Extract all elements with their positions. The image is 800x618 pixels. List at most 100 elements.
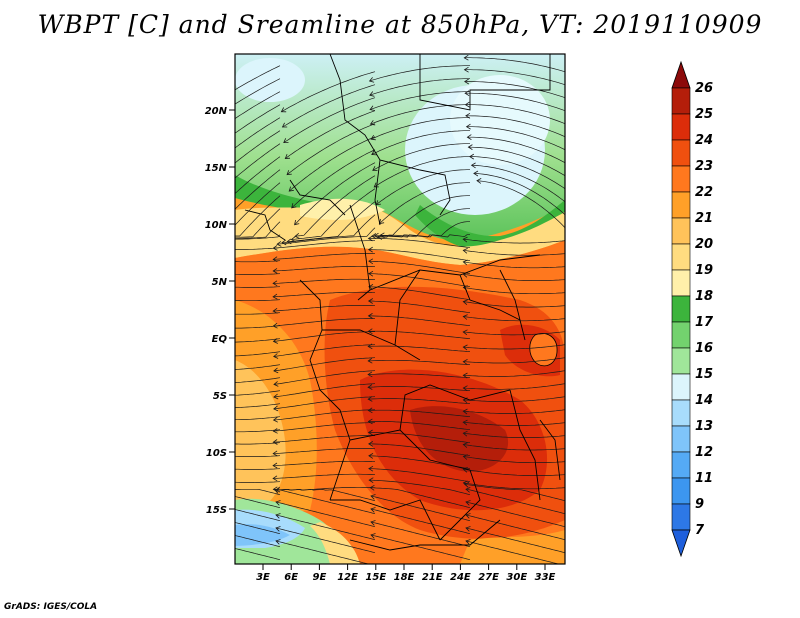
streamline (235, 325, 281, 329)
streamline-arrow (291, 203, 297, 209)
streamline (465, 92, 565, 112)
colorbar-segment (671, 503, 691, 531)
streamline (235, 156, 281, 194)
colorbar: 7 9 11 12 13 14 15 16 17 18 19 20 21 22 23 24 25 26 (671, 60, 714, 558)
streamline-arrow (190, 230, 195, 235)
streamline (473, 173, 565, 215)
chart-title: WBPT [C] and Sreamline at 850hPa, VT: 20… (37, 10, 763, 39)
colorbar-segment (671, 425, 691, 453)
lon-tick-label: 12E (337, 572, 358, 583)
streamline (370, 117, 470, 140)
streamline-arrow (178, 403, 182, 408)
lat-tick-label: EQ (212, 334, 228, 345)
grads-credit: GrADS: IGES/COLA (4, 602, 98, 612)
streamline-arrow (368, 258, 374, 265)
streamline-arrow (367, 298, 374, 304)
streamline (465, 104, 565, 125)
streamline-arrow (272, 428, 278, 434)
streamline (380, 195, 470, 236)
streamline (463, 482, 565, 490)
lat-tick-label: 15N (205, 163, 228, 174)
streamline (368, 330, 471, 340)
streamline (369, 91, 470, 110)
colorbar-label: 7 (695, 523, 705, 538)
streamline (273, 291, 376, 298)
streamline-arrow (371, 150, 377, 156)
streamline (288, 136, 376, 192)
streamline-arrow (273, 353, 279, 359)
streamline (235, 403, 281, 408)
streamline (235, 377, 281, 383)
streamline-arrow (178, 366, 182, 371)
longitude-axis: 3E 6E 9E 12E 15E 18E 21E 24E 27E 30E 33E (256, 564, 556, 583)
streamline-arrow (178, 380, 182, 385)
streamline-arrow (178, 307, 182, 312)
streamline (368, 373, 471, 379)
country-borders (244, 54, 561, 551)
streamline (466, 126, 565, 151)
lon-tick-label: 30E (506, 572, 527, 583)
colorbar-segment (671, 399, 691, 427)
colorbar-segment (671, 139, 691, 167)
streamline-arrow (185, 233, 189, 238)
streamline (235, 522, 281, 535)
streamline-arrow (367, 343, 373, 350)
colorbar-bottom-arrow (671, 529, 691, 558)
colorbar-label: 17 (695, 315, 714, 330)
streamline (235, 489, 281, 496)
streamline (273, 318, 376, 327)
streamline (469, 156, 565, 189)
streamline-arrow (466, 134, 472, 140)
streamline (235, 468, 281, 470)
colorbar-label: 12 (695, 445, 713, 460)
colorbar-segment (671, 217, 691, 245)
colorbar-label: 24 (695, 133, 713, 148)
streamline-arrow (367, 235, 373, 242)
streamline (273, 460, 376, 466)
streamline-arrow (280, 107, 287, 113)
streamline (273, 305, 376, 312)
streamline-arrow (467, 144, 473, 150)
map-frame (234, 53, 566, 565)
streamline-arrow (463, 482, 470, 488)
streamline (283, 97, 376, 143)
streamline (463, 456, 565, 464)
streamline-arrow (373, 232, 379, 239)
streamline (471, 164, 565, 202)
colorbar-label: 18 (695, 289, 713, 304)
streamline-arrow (367, 429, 373, 436)
streamline (468, 146, 565, 177)
streamline-arrow (367, 384, 373, 390)
streamline (463, 261, 565, 269)
streamline (368, 315, 471, 327)
streamline (235, 429, 281, 433)
streamline (285, 110, 376, 159)
streamline-arrow (469, 153, 475, 160)
streamline (235, 338, 281, 343)
streamline (277, 227, 376, 245)
streamline (295, 175, 376, 237)
streamline (235, 496, 281, 509)
streamline (235, 442, 281, 445)
streamline (368, 398, 471, 405)
streamline (368, 273, 471, 288)
streamline (372, 143, 470, 171)
streamline-arrow (192, 113, 197, 117)
lon-tick-label: 9E (313, 572, 327, 583)
streamline (273, 383, 376, 398)
streamline (235, 390, 281, 396)
streamline-arrow (464, 101, 470, 108)
colorbar-segment (671, 347, 691, 375)
lat-tick-label: 15S (206, 505, 227, 516)
streamline-arrow (273, 405, 279, 412)
colorbar-label: 14 (695, 393, 713, 408)
streamline (368, 260, 471, 275)
streamline-arrow (462, 299, 468, 306)
streamline (368, 386, 471, 392)
streamline (370, 104, 470, 125)
streamline (463, 432, 565, 438)
streamline (273, 409, 376, 421)
streamline-arrow (465, 123, 471, 130)
streamline-arrow (284, 153, 291, 159)
streamline-arrow (272, 450, 278, 457)
